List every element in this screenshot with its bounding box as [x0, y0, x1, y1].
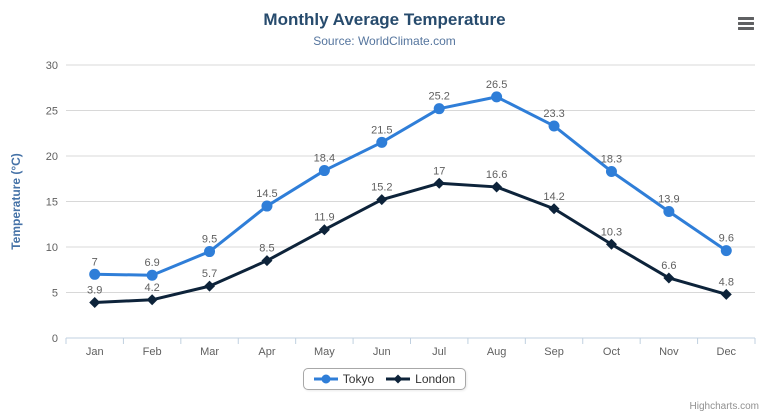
london-series-marker-icon — [386, 373, 411, 385]
x-axis-label: Mar — [200, 346, 219, 358]
x-axis-label: Feb — [143, 346, 162, 358]
london-data-label: 4.8 — [719, 276, 734, 288]
tokyo-data-point-marker[interactable] — [605, 165, 617, 177]
london-data-point-marker[interactable] — [89, 297, 101, 309]
series-line-london — [93, 181, 728, 305]
y-axis-label: 0 — [52, 333, 58, 345]
hamburger-icon — [738, 21, 754, 25]
x-axis-label: May — [314, 346, 335, 358]
hamburger-icon — [738, 16, 754, 20]
tokyo-data-label: 9.5 — [202, 234, 217, 246]
legend-item-london[interactable]: London — [386, 372, 455, 386]
london-data-point-marker[interactable] — [261, 255, 273, 267]
legend-label-london: London — [415, 372, 456, 386]
tokyo-data-point-marker[interactable] — [491, 91, 503, 103]
chart-title: Monthly Average Temperature — [263, 10, 506, 29]
london-data-point-marker[interactable] — [605, 238, 617, 250]
x-axis-label: Oct — [603, 346, 620, 358]
y-axis-label: 30 — [46, 60, 58, 72]
london-data-label: 17 — [433, 165, 445, 177]
london-data-point-marker[interactable] — [376, 194, 388, 206]
london-data-label: 11.9 — [314, 212, 335, 224]
legend: Tokyo London — [0, 368, 769, 390]
tokyo-data-label: 26.5 — [486, 79, 507, 91]
london-data-label: 6.6 — [661, 260, 676, 272]
y-axis-label: 5 — [52, 288, 58, 300]
london-data-label: 5.7 — [202, 268, 217, 280]
tokyo-data-label: 14.5 — [256, 188, 277, 200]
hamburger-icon — [738, 26, 754, 30]
tokyo-data-label: 23.3 — [543, 108, 564, 120]
london-data-label: 10.3 — [601, 226, 622, 238]
london-data-label: 3.9 — [87, 285, 102, 297]
tokyo-data-point-marker[interactable] — [433, 103, 445, 115]
x-axis-label: Aug — [487, 346, 507, 358]
london-data-point-marker[interactable] — [204, 280, 216, 292]
tokyo-data-label: 21.5 — [371, 124, 392, 136]
tokyo-data-point-marker[interactable] — [146, 269, 158, 281]
x-axis-label: Jan — [86, 346, 104, 358]
london-data-point-marker[interactable] — [491, 181, 503, 193]
london-data-label: 8.5 — [259, 243, 274, 255]
x-axis-label: Sep — [544, 346, 564, 358]
tokyo-data-label: 9.6 — [719, 233, 734, 245]
london-data-point-marker[interactable] — [663, 272, 675, 284]
x-axis-label: Apr — [258, 346, 275, 358]
legend-item-tokyo[interactable]: Tokyo — [313, 372, 375, 386]
tokyo-data-point-marker[interactable] — [261, 200, 273, 212]
tokyo-data-label: 7 — [92, 256, 98, 268]
tokyo-series-marker-icon — [313, 373, 338, 385]
credits-link[interactable]: Highcharts.com — [689, 401, 759, 412]
x-axis-label: Jul — [432, 346, 446, 358]
london-data-point-marker[interactable] — [146, 294, 158, 306]
tokyo-data-point-marker[interactable] — [376, 136, 388, 148]
tokyo-data-label: 18.4 — [314, 153, 335, 165]
london-data-point-marker[interactable] — [548, 203, 560, 215]
x-axis-label: Jun — [373, 346, 391, 358]
chart-subtitle: Source: WorldClimate.com — [313, 34, 456, 48]
series-line-tokyo — [93, 95, 728, 277]
tokyo-data-point-marker[interactable] — [204, 246, 216, 258]
london-data-label: 14.2 — [543, 191, 564, 203]
tokyo-data-point-marker[interactable] — [318, 165, 330, 177]
x-axis-label: Dec — [717, 346, 737, 358]
context-menu-button[interactable] — [737, 14, 755, 32]
y-axis-label: 10 — [46, 242, 58, 254]
tokyo-data-point-marker[interactable] — [663, 206, 675, 218]
tokyo-data-point-marker[interactable] — [89, 268, 101, 280]
x-axis-label: Nov — [659, 346, 679, 358]
legend-box: Tokyo London — [302, 368, 467, 390]
london-data-point-marker[interactable] — [720, 288, 732, 300]
london-data-label: 15.2 — [371, 182, 392, 194]
tokyo-data-label: 18.3 — [601, 153, 622, 165]
london-data-point-marker[interactable] — [318, 224, 330, 236]
y-axis-label: 20 — [46, 151, 58, 163]
london-data-label: 16.6 — [486, 169, 507, 181]
tokyo-data-label: 25.2 — [428, 91, 449, 103]
y-axis-title: Temperature (°C) — [9, 153, 23, 250]
tokyo-data-label: 13.9 — [658, 194, 679, 206]
y-axis-label: 15 — [46, 197, 58, 209]
tokyo-data-point-marker[interactable] — [720, 245, 732, 257]
london-data-point-marker[interactable] — [433, 177, 445, 189]
legend-label-tokyo: Tokyo — [342, 372, 375, 386]
tokyo-data-point-marker[interactable] — [548, 120, 560, 132]
y-axis-label: 25 — [46, 106, 58, 118]
tokyo-data-label: 6.9 — [144, 257, 159, 269]
london-data-label: 4.2 — [144, 282, 159, 294]
